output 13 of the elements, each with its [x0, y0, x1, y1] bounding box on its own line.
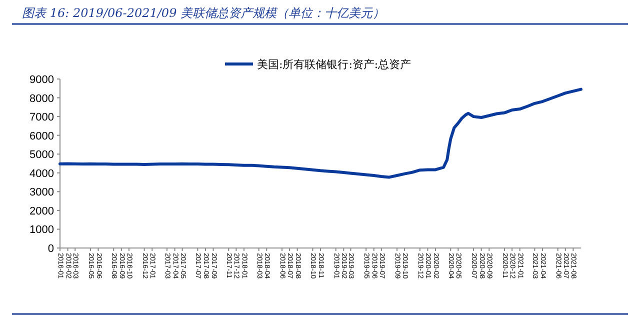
y-tick-label: 0	[48, 243, 54, 255]
line-series	[58, 88, 582, 179]
y-tick-label: 9000	[30, 74, 54, 86]
y-tick-label: 7000	[30, 112, 54, 124]
y-tick-label: 1000	[30, 224, 54, 236]
y-tick-label: 5000	[30, 149, 54, 162]
legend-label: 美国:所有联储银行:资产:总资产	[257, 58, 412, 71]
y-tick-label: 3000	[30, 186, 54, 199]
y-tick-label: 2000	[30, 205, 54, 218]
y-tick-label: 6000	[30, 130, 54, 142]
y-tick-label: 4000	[30, 168, 54, 180]
chart-title: 图表 16: 2019/06-2021/09 美联储总资产规模（单位：十亿美元）	[22, 6, 385, 20]
y-tick-label: 8000	[30, 92, 54, 105]
